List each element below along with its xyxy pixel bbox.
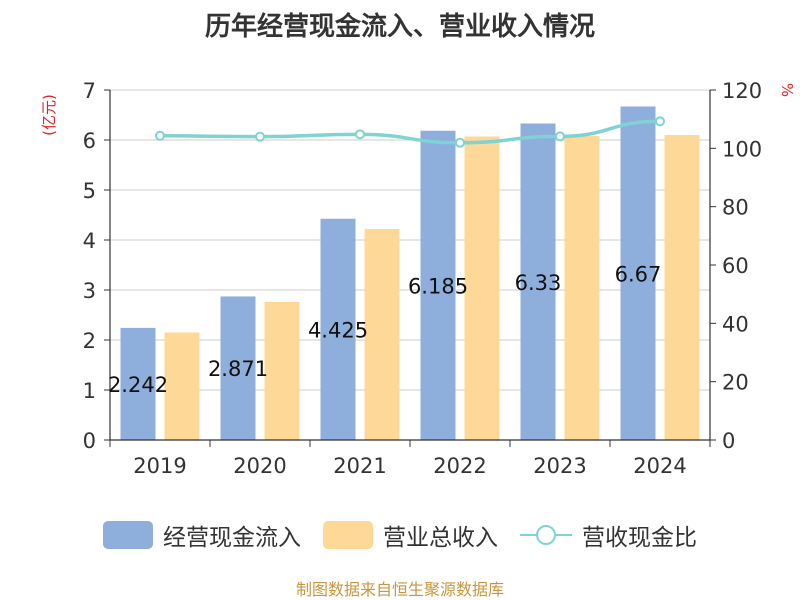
left-axis-tick-label: 1	[83, 379, 96, 403]
left-axis-tick-label: 6	[83, 129, 96, 153]
cash-inflow-data-label: 2.871	[208, 357, 268, 381]
left-axis-tick-label: 5	[83, 179, 96, 203]
left-axis-tick-label: 4	[83, 229, 96, 253]
right-axis-tick-label: 40	[722, 312, 749, 336]
x-axis-tick-label: 2022	[433, 454, 486, 478]
legend-label-revenue: 营业总收入	[383, 525, 498, 551]
revenue-bar	[364, 229, 400, 440]
cash-inflow-data-label: 2.242	[108, 373, 168, 397]
right-axis-tick-label: 60	[722, 254, 749, 278]
ratio-line	[155, 116, 665, 148]
right-axis-unit: %	[778, 83, 796, 97]
revenue-bar	[664, 135, 700, 440]
x-axis-tick-label: 2024	[633, 454, 686, 478]
cash-inflow-data-label: 6.185	[408, 274, 468, 298]
ratio-point	[155, 130, 165, 141]
ratio-point	[655, 116, 665, 127]
labels: 0 1 2 3 4 5 6 7 0 20 40 60 80 100 120 2019 2.242 2020 2.87…	[83, 79, 762, 478]
source-note: 制图数据来自恒生聚源数据库	[295, 580, 504, 599]
cash-inflow-bar	[520, 123, 556, 440]
cash-inflow-bar	[220, 296, 256, 440]
right-axis-tick-label: 120	[722, 79, 762, 103]
right-axis-tick-label: 80	[722, 196, 749, 220]
x-axis-tick-label: 2019	[133, 454, 186, 478]
ratio-point	[255, 131, 265, 142]
bars	[120, 106, 700, 440]
left-axis-tick-label: 0	[83, 429, 96, 453]
legend-label-ratio: 营收现金比	[582, 525, 697, 551]
revenue-bar	[564, 136, 600, 440]
left-axis-tick-label: 2	[83, 329, 96, 353]
legend-label-cash-inflow: 经营现金流入	[163, 525, 301, 551]
revenue-bar	[464, 136, 500, 440]
x-axis-tick-label: 2020	[233, 454, 286, 478]
revenue-bar	[164, 332, 200, 440]
legend-swatch-cash-inflow	[103, 521, 153, 549]
x-axis-tick-label: 2023	[533, 454, 586, 478]
legend: 经营现金流入 营业总收入 营收现金比	[0, 515, 800, 555]
chart-title: 历年经营现金流入、营业收入情况	[204, 12, 595, 42]
cash-inflow-bar	[320, 218, 356, 440]
legend-item-cash-inflow[interactable]: 经营现金流入	[103, 518, 301, 552]
cash-inflow-bar	[620, 106, 656, 440]
ratio-point	[355, 129, 365, 140]
right-axis-tick-label: 100	[722, 137, 762, 161]
legend-swatch-revenue	[323, 521, 373, 549]
cash-inflow-bar	[420, 130, 456, 440]
cash-inflow-data-label: 6.33	[515, 271, 562, 295]
cash-inflow-bar	[120, 327, 156, 440]
legend-item-revenue[interactable]: 营业总收入	[323, 518, 498, 552]
axes	[104, 89, 716, 447]
ratio-point	[555, 131, 565, 142]
ratio-series-line	[159, 119, 661, 145]
left-axis-unit: (亿元)	[40, 94, 58, 136]
right-axis-tick-label: 0	[722, 429, 735, 453]
left-axis-tick-label: 3	[83, 279, 96, 303]
legend-item-ratio[interactable]: 营收现金比	[520, 518, 697, 552]
revenue-bar	[264, 302, 300, 440]
ratio-point	[455, 137, 465, 148]
x-axis-tick-label: 2021	[333, 454, 386, 478]
cash-inflow-data-label: 4.425	[308, 318, 368, 342]
legend-line-marker-icon	[520, 525, 572, 545]
left-axis-tick-label: 7	[83, 79, 96, 103]
cash-inflow-data-label: 6.67	[615, 262, 662, 286]
right-axis-tick-label: 20	[722, 371, 749, 395]
